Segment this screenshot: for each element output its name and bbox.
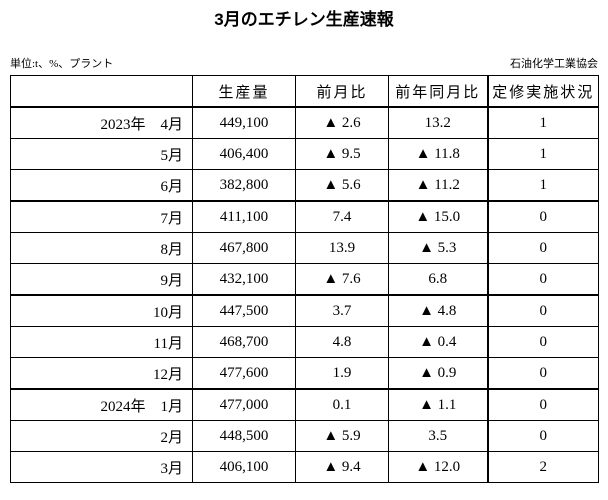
table-row: 2月 448,500 ▲ 5.9 3.5 0 [10,420,599,452]
maintenance-cell: 0 [486,200,599,233]
column-header-production: 生産量 [192,75,296,108]
table-row: 5月 406,400 ▲ 9.5 ▲ 11.8 1 [10,138,599,170]
mom-cell: 3.7 [295,294,389,327]
column-header-yoy: 前年同月比 [388,75,488,108]
mom-cell: 7.4 [295,200,389,233]
mom-cell: ▲ 7.6 [295,263,389,296]
maintenance-cell: 1 [486,138,599,170]
production-cell: 467,800 [192,232,296,264]
column-header-maintenance: 定修実施状況 [486,75,599,108]
mom-cell: ▲ 9.5 [295,138,389,170]
table-row: 11月 468,700 4.8 ▲ 0.4 0 [10,326,599,358]
yoy-cell: 3.5 [388,420,488,452]
yoy-cell: 13.2 [388,106,488,139]
table-row: 2024年 1月 477,000 0.1 ▲ 1.1 0 [10,388,599,421]
table-row: 7月 411,100 7.4 ▲ 15.0 0 [10,200,599,233]
maintenance-cell: 0 [486,357,599,390]
maintenance-cell: 0 [486,263,599,296]
production-cell: 448,500 [192,420,296,452]
production-cell: 411,100 [192,200,296,233]
mom-cell: ▲ 9.4 [295,451,389,483]
mom-cell: 0.1 [295,388,389,421]
column-header-mom: 前月比 [295,75,389,108]
production-cell: 432,100 [192,263,296,296]
yoy-cell: ▲ 11.2 [388,169,488,202]
maintenance-cell: 1 [486,169,599,202]
month-label-cell: 6月 [10,169,193,202]
month-label-cell: 7月 [10,200,193,233]
yoy-cell: ▲ 15.0 [388,200,488,233]
table-row: 6月 382,800 ▲ 5.6 ▲ 11.2 1 [10,169,599,202]
production-cell: 468,700 [192,326,296,358]
month-label-cell: 12月 [10,357,193,390]
month-label-cell: 11月 [10,326,193,358]
mom-cell: 4.8 [295,326,389,358]
mom-cell: ▲ 5.6 [295,169,389,202]
table-row: 8月 467,800 13.9 ▲ 5.3 0 [10,232,599,264]
maintenance-cell: 1 [486,106,599,139]
production-cell: 406,100 [192,451,296,483]
maintenance-cell: 0 [486,232,599,264]
organization-label: 石油化学工業協会 [510,58,598,70]
production-cell: 382,800 [192,169,296,202]
page-title: 3月のエチレン生産速報 [214,10,394,29]
maintenance-cell: 0 [486,388,599,421]
month-label-cell: 3月 [10,451,193,483]
month-label-cell: 2023年 4月 [10,106,193,139]
yoy-cell: ▲ 0.4 [388,326,488,358]
table-row: 2023年 4月 449,100 ▲ 2.6 13.2 1 [10,106,599,139]
production-table: 生産量 前月比 前年同月比 定修実施状況 2023年 4月 449,100 ▲ … [10,75,599,483]
mom-cell: ▲ 5.9 [295,420,389,452]
yoy-cell: 6.8 [388,263,488,296]
mom-cell: 1.9 [295,357,389,390]
table-row: 3月 406,100 ▲ 9.4 ▲ 12.0 2 [10,451,599,483]
table-row: 12月 477,600 1.9 ▲ 0.9 0 [10,357,599,390]
table-row: 10月 447,500 3.7 ▲ 4.8 0 [10,294,599,327]
production-cell: 447,500 [192,294,296,327]
month-label-cell: 2月 [10,420,193,452]
production-cell: 477,600 [192,357,296,390]
mom-cell: 13.9 [295,232,389,264]
yoy-cell: ▲ 0.9 [388,357,488,390]
month-label-cell: 5月 [10,138,193,170]
yoy-cell: ▲ 1.1 [388,388,488,421]
yoy-cell: ▲ 11.8 [388,138,488,170]
yoy-cell: ▲ 4.8 [388,294,488,327]
column-header-month [10,75,193,108]
unit-note: 単位:t、%、プラント [10,58,114,70]
maintenance-cell: 2 [486,451,599,483]
production-cell: 406,400 [192,138,296,170]
meta-row: 単位:t、%、プラント 石油化学工業協会 [10,58,598,71]
maintenance-cell: 0 [486,326,599,358]
maintenance-cell: 0 [486,420,599,452]
production-cell: 477,000 [192,388,296,421]
header-row: 生産量 前月比 前年同月比 定修実施状況 [10,75,599,108]
mom-cell: ▲ 2.6 [295,106,389,139]
month-label-cell: 10月 [10,294,193,327]
maintenance-cell: 0 [486,294,599,327]
month-label-cell: 9月 [10,263,193,296]
month-label-cell: 2024年 1月 [10,388,193,421]
yoy-cell: ▲ 12.0 [388,451,488,483]
table-row: 9月 432,100 ▲ 7.6 6.8 0 [10,263,599,296]
production-cell: 449,100 [192,106,296,139]
yoy-cell: ▲ 5.3 [388,232,488,264]
month-label-cell: 8月 [10,232,193,264]
